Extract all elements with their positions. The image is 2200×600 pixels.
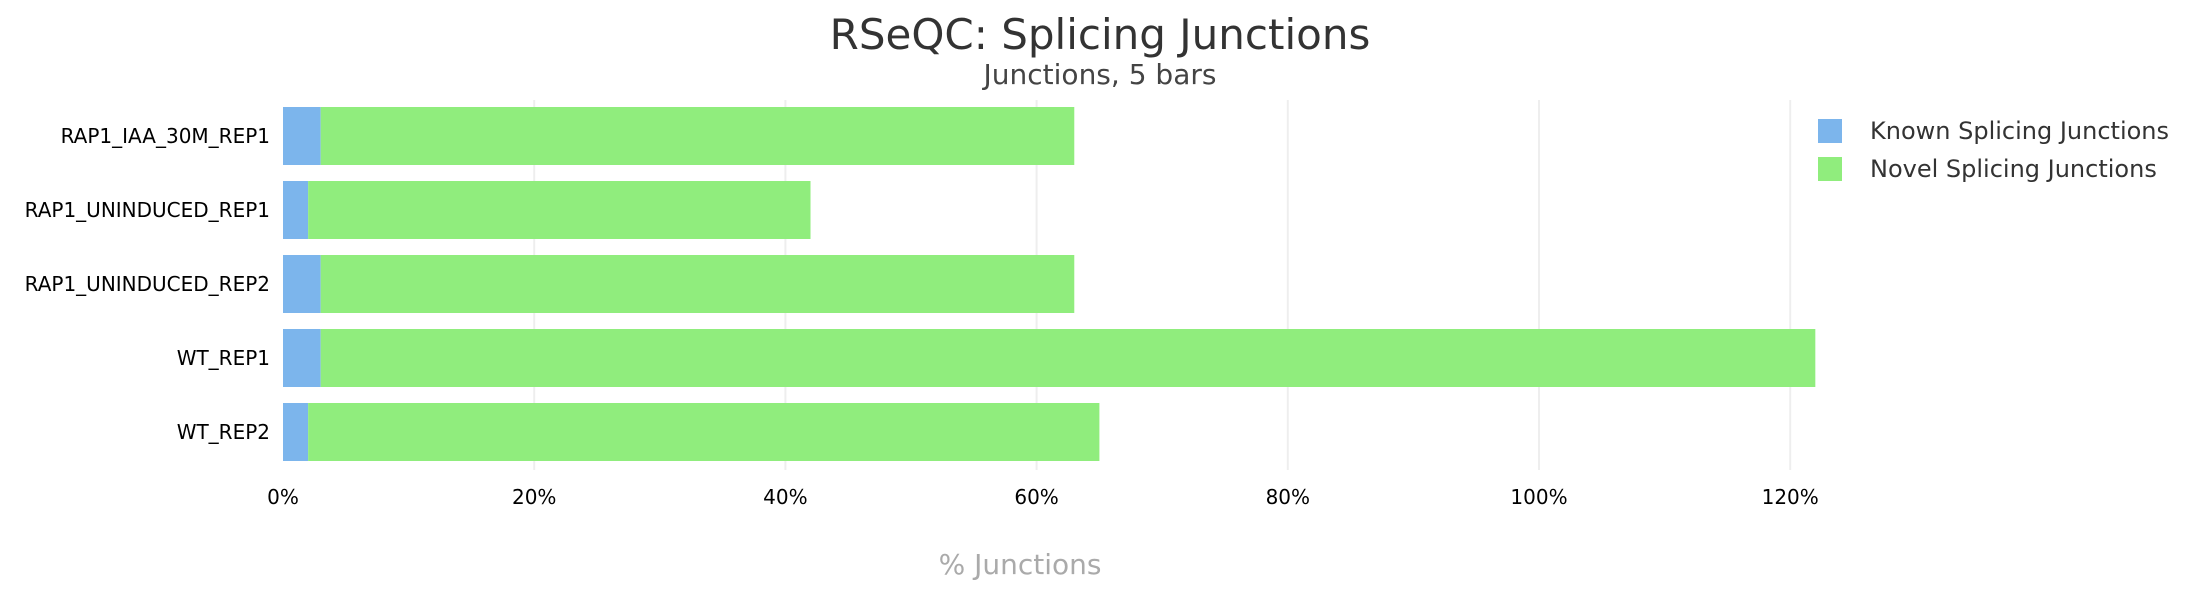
- category-label-rap1_iaa_30m_rep1: RAP1_IAA_30M_REP1: [61, 124, 270, 148]
- category-label-wt_rep1: WT_REP1: [177, 346, 270, 370]
- x-tick-label-80: 80%: [1266, 485, 1310, 509]
- x-tick-label-0: 0%: [267, 485, 299, 509]
- chart-subtitle: Junctions, 5 bars: [983, 58, 1217, 91]
- legend: Known Splicing Junctions Novel Splicing …: [1818, 112, 2169, 188]
- legend-swatch-known: [1818, 119, 1842, 143]
- legend-swatch-novel: [1818, 157, 1842, 181]
- category-label-wt_rep2: WT_REP2: [177, 420, 270, 444]
- legend-item-novel[interactable]: Novel Splicing Junctions: [1818, 150, 2169, 188]
- bar-wt_rep1-novel: [320, 329, 1816, 387]
- bar-wt_rep2-known: [283, 403, 309, 461]
- bar-rap1_iaa_30m_rep1-novel: [320, 107, 1075, 165]
- x-tick-label-40: 40%: [763, 485, 807, 509]
- x-tick-label-60: 60%: [1014, 485, 1058, 509]
- bar-rap1_iaa_30m_rep1-known: [283, 107, 321, 165]
- bar-wt_rep2-novel: [308, 403, 1100, 461]
- legend-label-novel: Novel Splicing Junctions: [1870, 155, 2157, 183]
- bar-rap1_uninduced_rep1-novel: [308, 181, 811, 239]
- chart-title: RSeQC: Splicing Junctions: [829, 10, 1371, 59]
- x-axis-label: % Junctions: [939, 548, 1102, 581]
- category-label-rap1_uninduced_rep1: RAP1_UNINDUCED_REP1: [25, 198, 270, 222]
- x-tick-label-100: 100%: [1510, 485, 1567, 509]
- bar-wt_rep1-known: [283, 329, 321, 387]
- category-label-rap1_uninduced_rep2: RAP1_UNINDUCED_REP2: [25, 272, 270, 296]
- x-tick-label-20: 20%: [512, 485, 556, 509]
- legend-label-known: Known Splicing Junctions: [1870, 117, 2170, 145]
- x-tick-label-120: 120%: [1762, 485, 1819, 509]
- bar-rap1_uninduced_rep2-known: [283, 255, 321, 313]
- bar-rap1_uninduced_rep1-known: [283, 181, 309, 239]
- legend-item-known[interactable]: Known Splicing Junctions: [1818, 112, 2169, 150]
- bar-rap1_uninduced_rep2-novel: [320, 255, 1075, 313]
